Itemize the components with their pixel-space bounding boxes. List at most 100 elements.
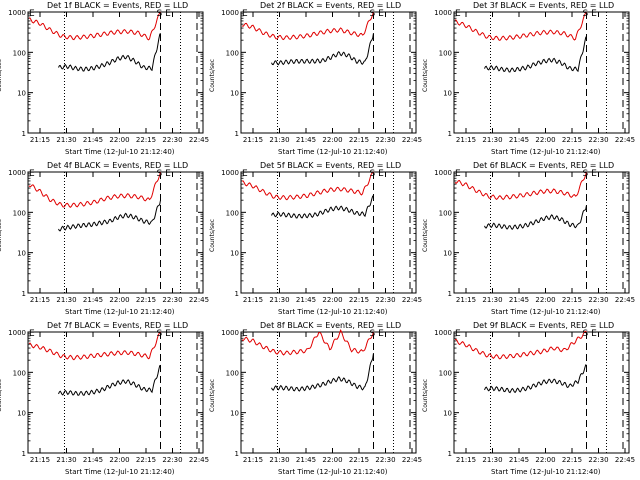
panel-plot: 1000 100 10 1 21:15 21:30 21:45 22:00 22:15 22:30… [8, 329, 209, 464]
detector-panel: 1000 100 10 1 21:15 21:30 21:45 22:00 22:15 22:30… [422, 0, 639, 160]
x-tick-label: 22:00 [109, 136, 129, 144]
x-tick-label: 22:30 [162, 456, 182, 464]
lld-series-line [28, 331, 161, 361]
x-tick-label: 22:15 [136, 296, 156, 304]
x-axis-label: Start Time (12-Jul-10 21:12:40) [278, 148, 388, 156]
x-axis-label: Start Time (12-Jul-10 21:12:40) [491, 468, 601, 476]
x-tick-label: 21:30 [56, 136, 76, 144]
x-tick-label: 22:00 [109, 456, 129, 464]
y-tick-label: 10 [17, 410, 26, 418]
detector-panel: 1000 100 10 1 21:15 21:30 21:45 22:00 22:15 22:30… [209, 160, 426, 320]
x-tick-label: 21:30 [269, 136, 289, 144]
detector-panel: 1000 100 10 1 21:15 21:30 21:45 22:00 22:15 22:30… [0, 0, 213, 160]
y-tick-label: 1 [235, 450, 239, 458]
plot-frame [27, 331, 204, 454]
y-tick-label: 100 [439, 209, 452, 217]
y-tick-label: 10 [230, 90, 239, 98]
y-tick-label: 100 [13, 49, 26, 57]
x-tick-label: 22:30 [162, 296, 182, 304]
y-axis-label: Counts/sec [0, 218, 3, 252]
x-tick-label: 22:30 [588, 296, 608, 304]
start-marker-label: E [455, 329, 461, 339]
x-tick-label: 21:15 [456, 296, 476, 304]
x-tick-label: 22:15 [349, 296, 369, 304]
x-tick-label: 22:00 [322, 296, 342, 304]
x-tick-label: 22:15 [136, 456, 156, 464]
x-tick-label: 21:30 [482, 136, 502, 144]
lld-series-line [28, 11, 161, 41]
x-tick-label: 21:15 [30, 456, 50, 464]
start-marker-label: E [242, 9, 248, 19]
plot-frame [27, 11, 204, 134]
x-tick-label: 22:00 [322, 456, 342, 464]
panel-title: Det 4f BLACK = Events, RED = LLD [47, 161, 189, 170]
start-marker-label: E [29, 329, 35, 339]
x-tick-label: 21:30 [482, 296, 502, 304]
events-series-line [58, 364, 161, 396]
panel-plot: 1000 100 10 1 21:15 21:30 21:45 22:00 22:15 22:30… [221, 9, 422, 144]
lld-series-line [454, 11, 587, 42]
y-tick-label: 1000 [221, 329, 239, 337]
events-series-line [484, 364, 587, 394]
x-tick-label: 22:00 [535, 136, 555, 144]
x-tick-label: 22:15 [136, 136, 156, 144]
detector-panel: 1000 100 10 1 21:15 21:30 21:45 22:00 22:15 22:30… [209, 320, 426, 480]
x-tick-label: 22:45 [189, 296, 209, 304]
y-tick-label: 1000 [434, 329, 452, 337]
start-marker-label: E [242, 169, 248, 179]
x-tick-label: 22:15 [349, 136, 369, 144]
end-marker-label: S E [582, 329, 597, 339]
x-tick-label: 21:15 [30, 136, 50, 144]
start-marker-label: E [242, 329, 248, 339]
x-axis-label: Start Time (12-Jul-10 21:12:40) [278, 308, 388, 316]
x-tick-label: 21:15 [243, 296, 263, 304]
x-tick-label: 21:45 [296, 456, 316, 464]
detector-panel: 1000 100 10 1 21:15 21:30 21:45 22:00 22:15 22:30… [0, 160, 213, 320]
panel-plot: 1000 100 10 1 21:15 21:30 21:45 22:00 22:15 22:30… [8, 169, 209, 304]
x-tick-label: 21:45 [509, 456, 529, 464]
y-axis-label: Counts/sec [422, 218, 429, 252]
y-axis-label: Counts/sec [209, 378, 216, 412]
y-tick-label: 1000 [221, 9, 239, 17]
y-tick-label: 1000 [221, 169, 239, 177]
x-tick-label: 22:45 [402, 136, 422, 144]
x-tick-label: 21:30 [482, 456, 502, 464]
x-tick-label: 22:00 [322, 136, 342, 144]
x-tick-label: 22:45 [402, 456, 422, 464]
x-tick-label: 21:30 [56, 296, 76, 304]
plot-frame [240, 331, 417, 454]
y-tick-label: 1000 [8, 169, 26, 177]
plot-frame [240, 11, 417, 134]
x-axis-label: Start Time (12-Jul-10 21:12:40) [491, 148, 601, 156]
panel-plot: 1000 100 10 1 21:15 21:30 21:45 22:00 22:15 22:30… [8, 9, 209, 144]
x-tick-label: 21:15 [456, 136, 476, 144]
x-tick-label: 22:00 [109, 296, 129, 304]
end-marker-label: S E [582, 169, 597, 179]
x-tick-label: 22:15 [562, 296, 582, 304]
x-tick-label: 22:30 [588, 136, 608, 144]
lld-series-line [454, 171, 587, 201]
x-tick-label: 22:45 [615, 456, 635, 464]
events-series-line [271, 33, 374, 66]
lld-series-line [241, 11, 374, 41]
y-tick-label: 10 [443, 250, 452, 258]
panel-title: Det 8f BLACK = Events, RED = LLD [260, 321, 402, 330]
panel-plot: 1000 100 10 1 21:15 21:30 21:45 22:00 22:15 22:30… [221, 169, 422, 304]
start-marker-label: E [29, 9, 35, 19]
x-tick-label: 21:45 [83, 296, 103, 304]
panel-title: Det 6f BLACK = Events, RED = LLD [473, 161, 615, 170]
x-tick-label: 21:45 [509, 296, 529, 304]
y-tick-label: 1 [22, 450, 26, 458]
events-series-line [484, 205, 587, 230]
x-tick-label: 21:45 [509, 136, 529, 144]
panel-title: Det 2f BLACK = Events, RED = LLD [260, 1, 402, 10]
x-tick-label: 22:00 [535, 456, 555, 464]
x-tick-label: 21:30 [269, 456, 289, 464]
x-tick-label: 21:30 [269, 296, 289, 304]
events-series-line [58, 200, 161, 232]
y-tick-label: 1000 [434, 169, 452, 177]
panel-title: Det 9f BLACK = Events, RED = LLD [473, 321, 615, 330]
panel-title: Det 3f BLACK = Events, RED = LLD [473, 1, 615, 10]
detector-panel: 1000 100 10 1 21:15 21:30 21:45 22:00 22:15 22:30… [422, 320, 639, 480]
